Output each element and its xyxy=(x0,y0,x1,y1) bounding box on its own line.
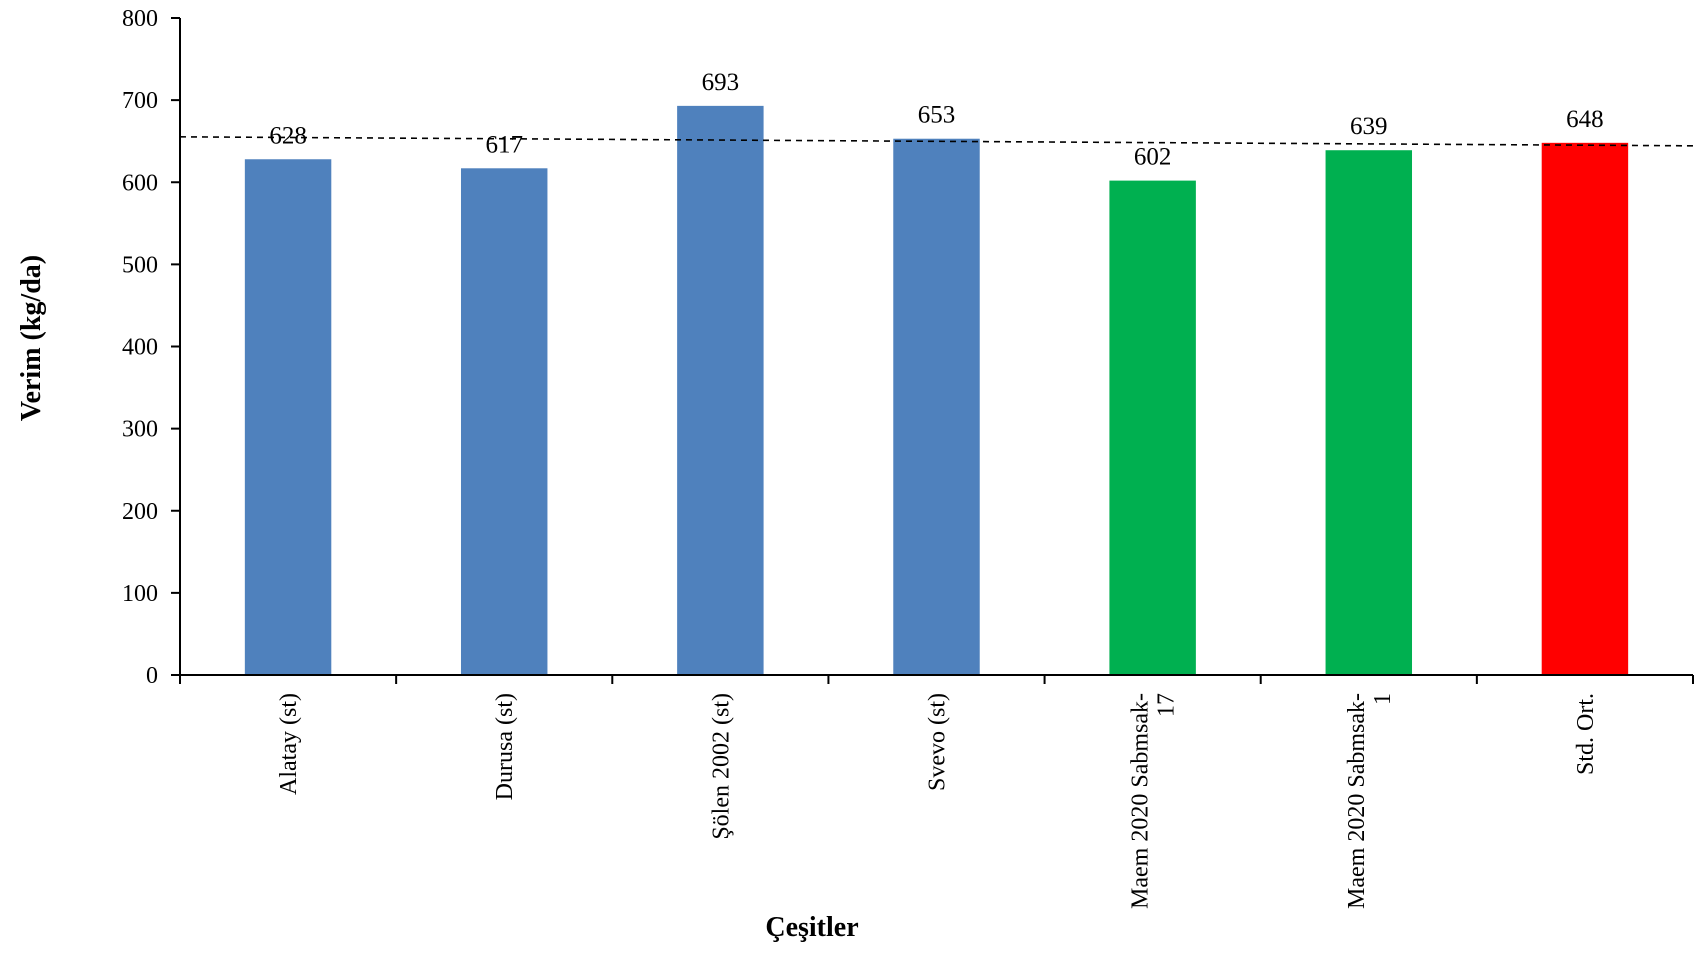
category-label-5-line-1: 1 xyxy=(1370,693,1396,705)
category-label-4-line-0: Maem 2020 Sabmsak- xyxy=(1128,693,1154,909)
data-label-0: 628 xyxy=(269,122,307,149)
y-tick-label-4: 400 xyxy=(122,335,158,361)
category-label-4-line-1: 17 xyxy=(1154,693,1180,717)
bar-3 xyxy=(893,138,980,675)
x-axis-title: Çeşitler xyxy=(765,912,858,943)
y-tick-label-5: 500 xyxy=(122,252,158,278)
data-label-1: 617 xyxy=(485,131,523,158)
bar-0 xyxy=(244,159,332,675)
data-label-5: 639 xyxy=(1350,113,1388,140)
category-label-5-line-0: Maem 2020 Sabmsak- xyxy=(1344,693,1370,909)
y-tick-label-0: 0 xyxy=(146,663,158,689)
bar-5 xyxy=(1325,150,1413,675)
y-tick-label-7: 700 xyxy=(122,88,158,114)
data-labels-group: 628 617 693 653 602 639 648 xyxy=(269,69,1603,171)
y-tick-label-6: 600 xyxy=(122,170,158,196)
bar-2 xyxy=(677,105,764,675)
category-label-1: Durusa (st) xyxy=(492,693,518,800)
data-label-2: 693 xyxy=(702,69,740,96)
category-label-0: Alatay (st) xyxy=(276,693,302,795)
bar-6 xyxy=(1541,142,1629,675)
y-tick-label-2: 200 xyxy=(122,499,158,525)
x-axis: Alatay (st) Durusa (st) Şölen 2002 (st) Sve… xyxy=(179,674,1694,909)
data-label-4: 602 xyxy=(1134,144,1172,171)
category-label-2: Şölen 2002 (st) xyxy=(708,693,734,840)
bars-group xyxy=(244,105,1629,676)
data-label-3: 653 xyxy=(918,102,956,129)
y-tick-label-8: 800 xyxy=(122,6,158,32)
y-axis: 0 100 200 300 400 500 600 700 800 xyxy=(122,6,181,689)
category-label-3: Svevo (st) xyxy=(925,693,951,791)
y-tick-label-3: 300 xyxy=(122,417,158,443)
category-label-6: Std. Ort. xyxy=(1573,693,1599,775)
bar-1 xyxy=(460,168,548,675)
y-tick-label-1: 100 xyxy=(122,581,158,607)
y-axis-title: Verim (kg/da) xyxy=(16,255,47,421)
bar-4 xyxy=(1109,180,1196,676)
data-label-6: 648 xyxy=(1566,106,1604,133)
